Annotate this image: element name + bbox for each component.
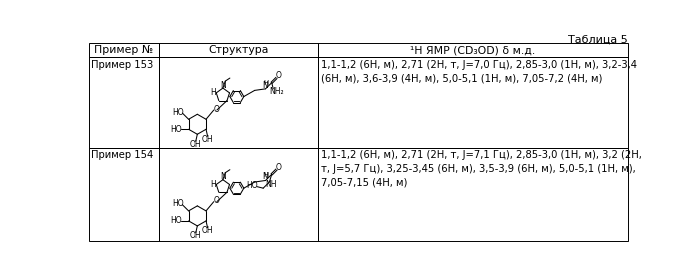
Text: 1,1-1,2 (6H, м), 2,71 (2H, т, J=7,1 Гц), 2,85-3,0 (1H, м), 3,2 (2H,
т, J=5,7 Гц): 1,1-1,2 (6H, м), 2,71 (2H, т, J=7,1 Гц),… — [321, 150, 642, 188]
Text: HO: HO — [172, 199, 184, 208]
Text: N: N — [220, 172, 226, 181]
Text: OH: OH — [190, 140, 201, 149]
Text: Пример 154: Пример 154 — [92, 150, 154, 160]
Text: ¹H ЯМР (CD₃OD) δ м.д.: ¹H ЯМР (CD₃OD) δ м.д. — [410, 45, 535, 55]
Text: NH₂: NH₂ — [269, 87, 284, 96]
Text: Структура: Структура — [208, 45, 268, 55]
Text: N: N — [262, 81, 268, 89]
Text: Таблица 5: Таблица 5 — [568, 34, 628, 44]
Text: Пример 153: Пример 153 — [92, 60, 154, 70]
Text: N: N — [262, 172, 268, 181]
Text: OH: OH — [190, 231, 201, 240]
Text: HO: HO — [172, 108, 184, 117]
Text: OH: OH — [202, 226, 213, 235]
Text: 1,1-1,2 (6H, м), 2,71 (2H, т, J=7,0 Гц), 2,85-3,0 (1H, м), 3,2-3,4
(6H, м), 3,6-: 1,1-1,2 (6H, м), 2,71 (2H, т, J=7,0 Гц),… — [321, 60, 637, 83]
Text: OH: OH — [202, 135, 213, 144]
Text: H: H — [210, 180, 216, 189]
Text: H: H — [264, 81, 269, 86]
Text: O: O — [213, 196, 219, 205]
Text: NH: NH — [265, 180, 277, 189]
Text: H: H — [264, 172, 269, 178]
Text: O: O — [276, 71, 282, 80]
Text: HO: HO — [171, 217, 182, 225]
Text: HO: HO — [171, 125, 182, 134]
Text: O: O — [276, 163, 282, 172]
Text: O: O — [213, 105, 219, 114]
Text: N: N — [220, 81, 226, 89]
Text: Пример №: Пример № — [94, 45, 154, 55]
Text: HO: HO — [247, 181, 258, 190]
Text: H: H — [210, 88, 216, 97]
